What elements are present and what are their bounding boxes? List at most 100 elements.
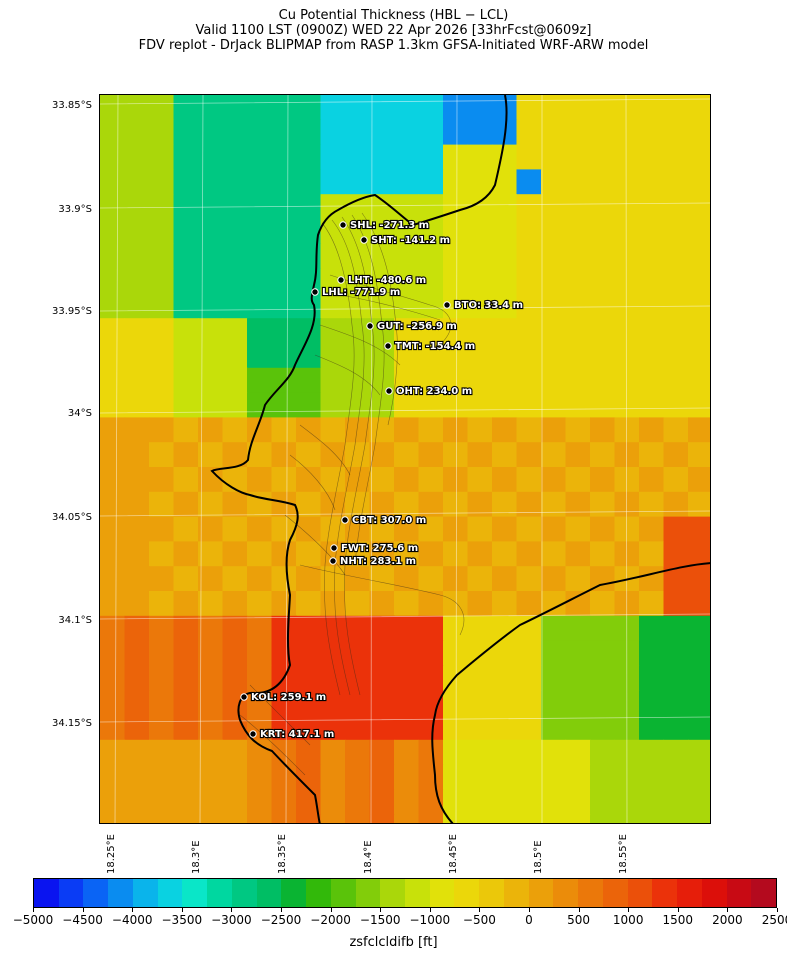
field-cell <box>345 119 371 146</box>
station-gut[interactable]: GUT: -256.9 m <box>366 320 458 333</box>
field-cell <box>467 516 493 542</box>
field-cell <box>565 417 591 443</box>
field-cell <box>492 739 518 766</box>
field-cell <box>345 367 371 394</box>
station-lht[interactable]: LHT: -480.6 m <box>337 274 427 287</box>
colorbar-segment <box>578 879 603 907</box>
field-cell <box>614 516 640 542</box>
station-dot[interactable] <box>311 288 319 296</box>
field-cell <box>541 367 567 394</box>
field-cell <box>639 640 665 666</box>
field-cell <box>492 318 518 344</box>
field-cell <box>541 169 567 195</box>
field-cell <box>222 640 248 666</box>
field-cell <box>688 417 710 443</box>
field-cell <box>271 169 297 195</box>
colorbar-tick <box>181 908 183 912</box>
station-sht[interactable]: SHT: -141.2 m <box>360 234 451 247</box>
field-cell <box>394 541 420 567</box>
colorbar-tick-label: 2500 <box>761 913 787 927</box>
colorbar-segment <box>677 879 702 907</box>
field-cell <box>688 392 710 418</box>
station-dot[interactable] <box>385 387 393 395</box>
field-cell <box>443 442 469 468</box>
field-cell <box>345 665 371 691</box>
field-cell <box>247 789 273 815</box>
field-cell <box>124 268 150 294</box>
field-cell <box>688 442 710 468</box>
field-cell <box>590 367 616 394</box>
colorbar-tick-label: −4000 <box>111 913 153 927</box>
colorbar-segment <box>231 879 257 907</box>
field-cell <box>296 392 322 418</box>
colorbar-segment <box>503 879 529 907</box>
field-cell <box>492 442 518 468</box>
field-cell <box>247 665 273 691</box>
colorbar-tick-label: 1500 <box>662 913 694 927</box>
field-cell <box>614 367 640 394</box>
field-cell <box>124 95 150 121</box>
field-cell <box>688 715 710 741</box>
field-cell <box>516 442 542 468</box>
field-cell <box>639 169 665 195</box>
field-cell <box>492 392 518 418</box>
station-label: KRT: 417.1 m <box>260 729 334 740</box>
field-cell <box>443 95 469 121</box>
field-cell <box>394 467 420 493</box>
field-cell <box>149 293 175 319</box>
field-cell <box>124 789 150 815</box>
station-label: FWT: 275.6 m <box>341 543 418 554</box>
station-cbt[interactable]: CBT: 307.0 m <box>341 514 427 527</box>
field-cell <box>124 194 150 220</box>
field-cell <box>124 516 150 542</box>
field-cell <box>394 715 420 741</box>
field-cell <box>565 219 591 245</box>
field-cell <box>320 789 346 815</box>
field-cell <box>369 293 395 319</box>
station-bto[interactable]: BTO: 33.4 m <box>443 299 524 312</box>
field-cell <box>100 615 126 642</box>
station-dot[interactable] <box>249 730 257 738</box>
colorbar-segment <box>479 879 504 907</box>
field-cell <box>247 739 273 766</box>
station-dot[interactable] <box>240 693 248 701</box>
station-dot[interactable] <box>366 322 374 330</box>
field-cell <box>516 516 542 542</box>
field-cell <box>467 467 493 493</box>
station-dot[interactable] <box>337 276 345 284</box>
station-krt[interactable]: KRT: 417.1 m <box>249 728 335 741</box>
field-cell <box>345 442 371 468</box>
field-cell <box>443 814 469 823</box>
field-cell <box>271 640 297 666</box>
station-shl[interactable]: SHL: -271.3 m <box>339 219 430 232</box>
station-dot[interactable] <box>330 544 338 552</box>
station-lhl[interactable]: LHL: -771.9 m <box>311 286 401 299</box>
colorbar-tick <box>380 908 382 912</box>
station-dot[interactable] <box>329 557 337 565</box>
station-dot[interactable] <box>341 516 349 524</box>
station-dot[interactable] <box>339 221 347 229</box>
field-cell <box>296 194 322 220</box>
station-dot[interactable] <box>384 342 392 350</box>
station-markers: SHL: -271.3 m SHT: -141.2 m LHT: -480.6 mL… <box>240 219 524 741</box>
field-cell <box>124 417 150 443</box>
station-dot[interactable] <box>360 236 368 244</box>
field-cell <box>614 144 640 170</box>
station-nht[interactable]: NHT: 283.1 m <box>329 555 417 568</box>
field-cell <box>467 739 493 766</box>
station-kol[interactable]: KOL: 259.1 m <box>240 691 327 704</box>
station-oht[interactable]: OHT: 234.0 m <box>385 385 473 398</box>
field-cell <box>492 219 518 245</box>
field-cell <box>124 392 150 418</box>
station-dot[interactable] <box>443 301 451 309</box>
field-cell <box>418 541 444 567</box>
station-fwt[interactable]: FWT: 275.6 m <box>330 542 419 555</box>
colorbar-tick <box>33 908 34 912</box>
map-canvas[interactable]: SHL: -271.3 m SHT: -141.2 m LHT: -480.6 mL… <box>100 95 711 824</box>
field-cell <box>443 690 469 716</box>
field-cell <box>565 566 591 592</box>
station-tmt[interactable]: TMT: -154.4 m <box>384 340 476 353</box>
field-cell <box>688 764 710 790</box>
field-cell <box>492 491 518 518</box>
